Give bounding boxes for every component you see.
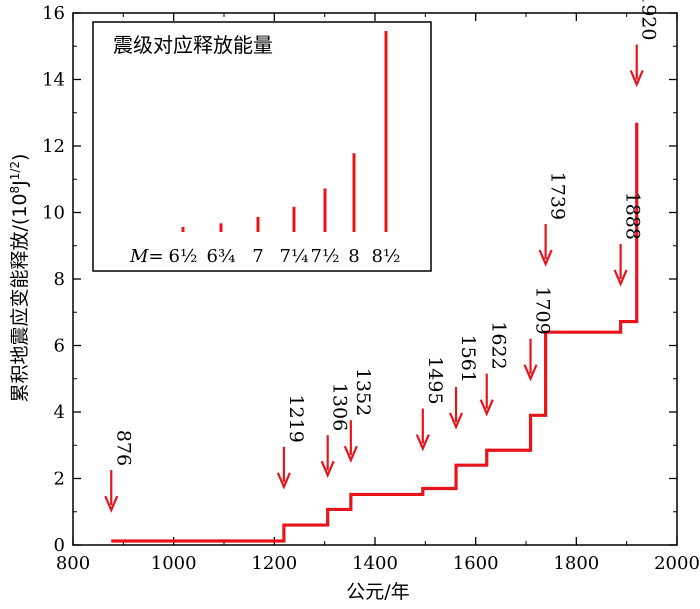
event-arrow-head bbox=[415, 434, 430, 452]
x-tick-label: 1000 bbox=[151, 553, 197, 574]
event-arrow-head bbox=[104, 495, 119, 513]
event-year-label: 1219 bbox=[285, 394, 307, 442]
plot-frame bbox=[72, 12, 678, 546]
y-tick-label: 6 bbox=[54, 336, 65, 357]
cumulative-step-line bbox=[111, 122, 639, 543]
event-arrow-head bbox=[538, 249, 553, 267]
event-arrow-head bbox=[449, 412, 464, 430]
event-arrow-head bbox=[276, 472, 291, 490]
x-tick-label: 1800 bbox=[553, 553, 599, 574]
inset-magnitude-label: 8 bbox=[348, 246, 359, 267]
y-tick-label: 4 bbox=[54, 402, 65, 423]
inset-magnitude-label: 6½ bbox=[169, 246, 198, 267]
inset-magnitude-label: 8½ bbox=[372, 246, 401, 267]
event-arrow-head bbox=[320, 460, 335, 478]
event-year-label: 1739 bbox=[547, 172, 569, 220]
event-arrow-head bbox=[479, 399, 494, 417]
events: 876 1219 1306 1352 1495 1561 1622 1709 1739 1888 1… bbox=[104, 0, 660, 513]
inset-panel: 震级对应释放能量 M= 6½ 6¾ 7 7¼ 7½ 8 8½ bbox=[92, 21, 432, 272]
inset-magnitude-label: 7½ bbox=[311, 246, 340, 267]
y-tick-label: 8 bbox=[54, 269, 65, 290]
event-arrow-head bbox=[613, 269, 628, 287]
event-year-label: 1495 bbox=[424, 356, 446, 404]
inset-magnitude-label: 7 bbox=[252, 246, 263, 267]
x-tick-label: 1400 bbox=[352, 553, 398, 574]
event-arrow-head bbox=[629, 70, 644, 88]
y-tick-label: 12 bbox=[42, 136, 65, 157]
inset-frame bbox=[92, 21, 432, 272]
x-axis-title: 公元/年 bbox=[346, 581, 409, 603]
y-tick-label: 10 bbox=[42, 203, 65, 224]
event-arrow-head bbox=[523, 364, 538, 382]
y-tick-label: 0 bbox=[54, 535, 65, 556]
series bbox=[111, 122, 639, 543]
inset-m-label: M= bbox=[129, 246, 164, 267]
event-year-label: 1306 bbox=[329, 383, 351, 431]
inset-title: 震级对应释放能量 bbox=[113, 33, 273, 57]
inset-magnitude-label: 6¾ bbox=[207, 246, 236, 267]
x-tick-label: 1600 bbox=[453, 553, 499, 574]
event-year-label: 1561 bbox=[457, 335, 479, 383]
x-tick-label: 1200 bbox=[251, 553, 297, 574]
event-year-label: 1888 bbox=[622, 192, 644, 240]
event-arrow-head bbox=[343, 445, 358, 464]
x-tick-label: 800 bbox=[56, 553, 90, 574]
inset-magnitude-label: 7¼ bbox=[280, 246, 309, 267]
event-year-label: 1920 bbox=[638, 0, 660, 40]
y-tick-label: 14 bbox=[42, 70, 65, 91]
y-tick-label: 2 bbox=[54, 469, 65, 490]
event-year-label: 1622 bbox=[488, 321, 510, 369]
y-tick-label: 16 bbox=[42, 3, 65, 24]
event-year-label: 1352 bbox=[352, 368, 374, 416]
event-year-label: 1709 bbox=[532, 286, 554, 334]
x-tick-label: 2000 bbox=[654, 553, 700, 574]
axes: 800 1000 1200 1400 1600 1800 2000 0 2 4 6 8 10 12 14 16 bbox=[42, 3, 700, 574]
event-year-label: 876 bbox=[112, 430, 134, 466]
y-axis-title: 累积地震应变能释放/(108J1/2) bbox=[8, 154, 31, 403]
